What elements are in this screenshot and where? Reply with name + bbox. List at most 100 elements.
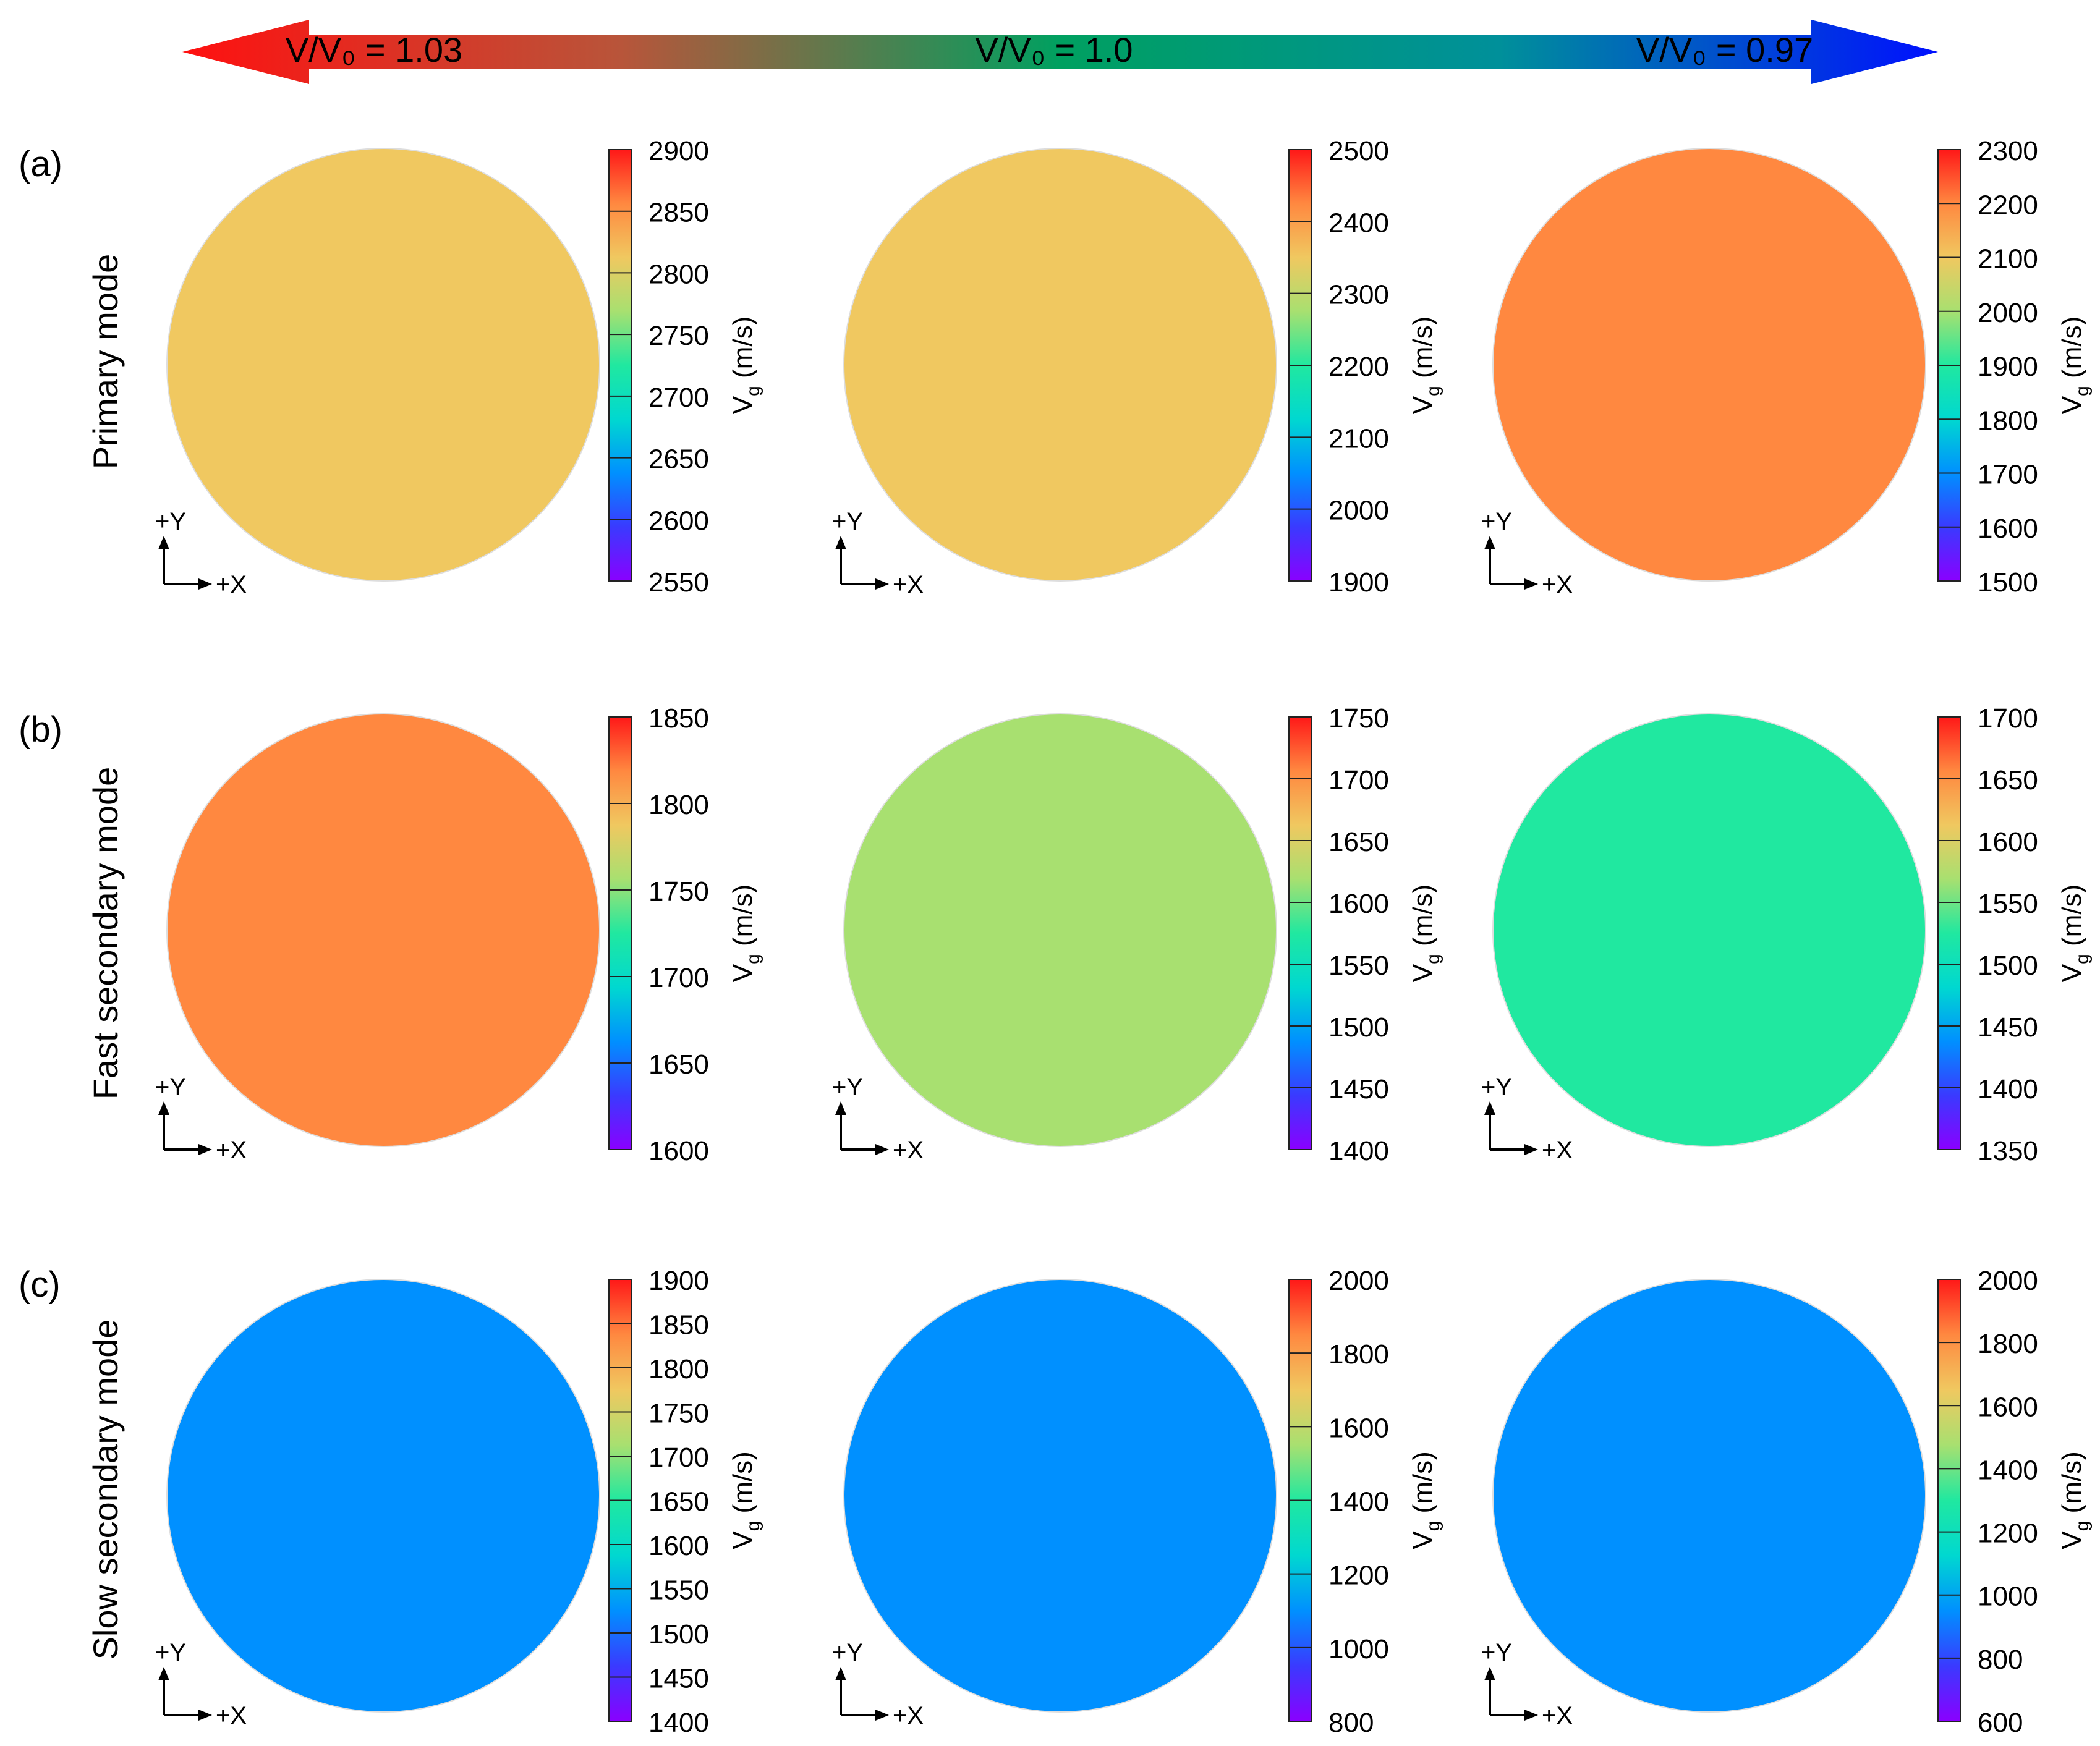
x-axis-label: +X xyxy=(893,1137,924,1164)
heatmap-fill xyxy=(1493,148,1926,581)
colorbar-gradient xyxy=(608,716,632,1150)
colorbar-tick-label: 2500 xyxy=(1328,136,1389,166)
colorbar-tick-label: 800 xyxy=(1978,1645,2023,1675)
colorbar-label-unit: (m/s) xyxy=(728,316,758,386)
colorbar-gradient xyxy=(1937,1279,1961,1722)
colorbar-label-symbol: V xyxy=(1408,964,1438,982)
colorbar-tick-label: 1800 xyxy=(1328,1339,1389,1370)
x-axis-arrowhead xyxy=(198,578,212,590)
row-label-fast: Fast secondary mode xyxy=(86,767,125,1100)
colorbar-tick-label: 2000 xyxy=(1328,1266,1389,1296)
y-axis-label: +Y xyxy=(832,1074,863,1101)
x-axis-arrowhead xyxy=(875,1710,889,1721)
colorbar-tick-label: 2200 xyxy=(1328,352,1389,382)
colorbar-axis-label: Vg (m/s) xyxy=(2057,316,2093,414)
colorbar-label-unit: (m/s) xyxy=(728,1451,758,1520)
colorbar-tick-label: 1400 xyxy=(1978,1074,2038,1104)
x-axis-label: +X xyxy=(1542,1702,1573,1729)
y-axis-arrowhead xyxy=(835,1667,846,1680)
colorbar-tick-label: 2300 xyxy=(1978,136,2038,166)
colorbar-tick-label: 2000 xyxy=(1328,496,1389,526)
colorbar-axis-label: Vg (m/s) xyxy=(728,884,763,982)
colorbar-label-symbol: V xyxy=(2057,964,2087,982)
y-axis-label: +Y xyxy=(155,1074,186,1101)
colorbar-tick-label: 2400 xyxy=(1328,208,1389,238)
colorbar-tick-label: 1500 xyxy=(1978,567,2038,598)
colorbar-tick-label: 2600 xyxy=(648,506,709,536)
colorbar-label-subscript: g xyxy=(1423,954,1443,964)
y-axis-arrowhead xyxy=(1484,1667,1495,1680)
colorbar-tick-label: 1600 xyxy=(1978,827,2038,857)
colorbar-tick-label: 1500 xyxy=(1978,951,2038,981)
row-label-primary: Primary mode xyxy=(86,254,125,470)
panel-fast-3: 1700 1650 1600 1550 1500 1450 1400 1350 Vg (m/s)… xyxy=(1481,703,2093,1166)
colorbar-tick-label: 1550 xyxy=(648,1575,709,1606)
colorbar-tick-label: 1650 xyxy=(648,1487,709,1517)
colorbar-axis-label: Vg (m/s) xyxy=(728,316,763,414)
colorbar-tick-label: 1850 xyxy=(648,703,709,734)
panel-slow-2: 2000 1800 1600 1400 1200 1000 800 Vg (m/s) +Y +X xyxy=(832,1266,1443,1738)
panels: 2900 2850 2800 2750 2700 2650 2600 2550 Vg (m/s)… xyxy=(155,136,2093,1738)
heatmap-fill xyxy=(167,148,600,581)
heatmap-fill xyxy=(1493,714,1926,1146)
colorbar-tick-label: 1900 xyxy=(648,1266,709,1296)
colorbar-tick-label: 2100 xyxy=(1328,423,1389,454)
colorbar-tick-label: 1500 xyxy=(1328,1012,1389,1043)
y-axis-arrowhead xyxy=(158,1667,169,1680)
disk-outline xyxy=(166,713,600,1147)
x-axis-arrowhead xyxy=(1524,578,1538,590)
colorbar-label-unit: (m/s) xyxy=(2057,316,2087,386)
colorbar-tick-label: 1650 xyxy=(1978,765,2038,795)
colorbar-label-symbol: V xyxy=(2057,1531,2087,1549)
colorbar-tick-label: 1000 xyxy=(1328,1634,1389,1664)
disk-outline xyxy=(1492,713,1926,1147)
colorbar-label-unit: (m/s) xyxy=(1408,1451,1438,1520)
colorbar-label-subscript: g xyxy=(743,954,763,964)
y-axis-arrowhead xyxy=(835,536,846,549)
row-labels: (a) Primary mode (b) Fast secondary mode… xyxy=(19,144,125,1659)
x-axis-label: +X xyxy=(216,1137,247,1164)
colorbar-axis-label: Vg (m/s) xyxy=(2057,1451,2093,1549)
heatmap-fill xyxy=(844,1279,1277,1712)
colorbar-tick-label: 1400 xyxy=(1978,1455,2038,1485)
y-axis-arrowhead xyxy=(1484,1101,1495,1115)
colorbar-tick-label: 1400 xyxy=(648,1708,709,1738)
y-axis-arrowhead xyxy=(1484,536,1495,549)
colorbar-tick-label: 1850 xyxy=(648,1310,709,1341)
colorbar-tick-label: 1800 xyxy=(648,1354,709,1384)
colorbar-label-subscript: g xyxy=(1423,1521,1443,1532)
panel-label-c: (c) xyxy=(19,1265,61,1305)
y-axis-label: +Y xyxy=(155,1639,186,1666)
colorbar-tick-label: 1650 xyxy=(648,1049,709,1080)
colorbar-label-symbol: V xyxy=(728,1531,758,1549)
colorbar-tick-label: 1350 xyxy=(1978,1136,2038,1166)
colorbar-tick-label: 2650 xyxy=(648,444,709,475)
colorbar-axis-label: Vg (m/s) xyxy=(1408,1451,1443,1549)
colorbar-tick-label: 1800 xyxy=(1978,405,2038,436)
disk-outline xyxy=(1492,148,1926,582)
colorbar-label-subscript: g xyxy=(2072,954,2093,964)
panel-fast-2: 1750 1700 1650 1600 1550 1500 1450 1400 Vg (m/s)… xyxy=(832,703,1443,1166)
colorbar-label-subscript: g xyxy=(2072,1521,2093,1532)
colorbar-tick-label: 2200 xyxy=(1978,190,2038,220)
ratio-label-center: V/V₀ = 1.0 xyxy=(975,30,1133,69)
x-axis-arrowhead xyxy=(1524,1144,1538,1155)
disk-outline xyxy=(843,1279,1277,1713)
colorbar-tick-label: 1200 xyxy=(1978,1519,2038,1549)
colorbar-tick-label: 1600 xyxy=(1978,1392,2038,1422)
colorbar-tick-label: 2300 xyxy=(1328,280,1389,310)
x-axis-arrowhead xyxy=(198,1144,212,1155)
heatmap-fill xyxy=(844,148,1277,581)
colorbar-tick-label: 800 xyxy=(1328,1708,1374,1738)
colorbar-tick-label: 1550 xyxy=(1328,951,1389,981)
colorbar-label-subscript: g xyxy=(1423,386,1443,396)
colorbar-tick-label: 600 xyxy=(1978,1708,2023,1738)
colorbar-axis-label: Vg (m/s) xyxy=(1408,316,1443,414)
colorbar-tick-label: 1650 xyxy=(1328,827,1389,857)
colorbar-tick-label: 1600 xyxy=(648,1136,709,1166)
y-axis-arrowhead xyxy=(158,1101,169,1115)
colorbar-tick-label: 1600 xyxy=(1328,1413,1389,1443)
colorbar-tick-label: 1000 xyxy=(1978,1582,2038,1612)
x-axis-arrowhead xyxy=(875,578,889,590)
